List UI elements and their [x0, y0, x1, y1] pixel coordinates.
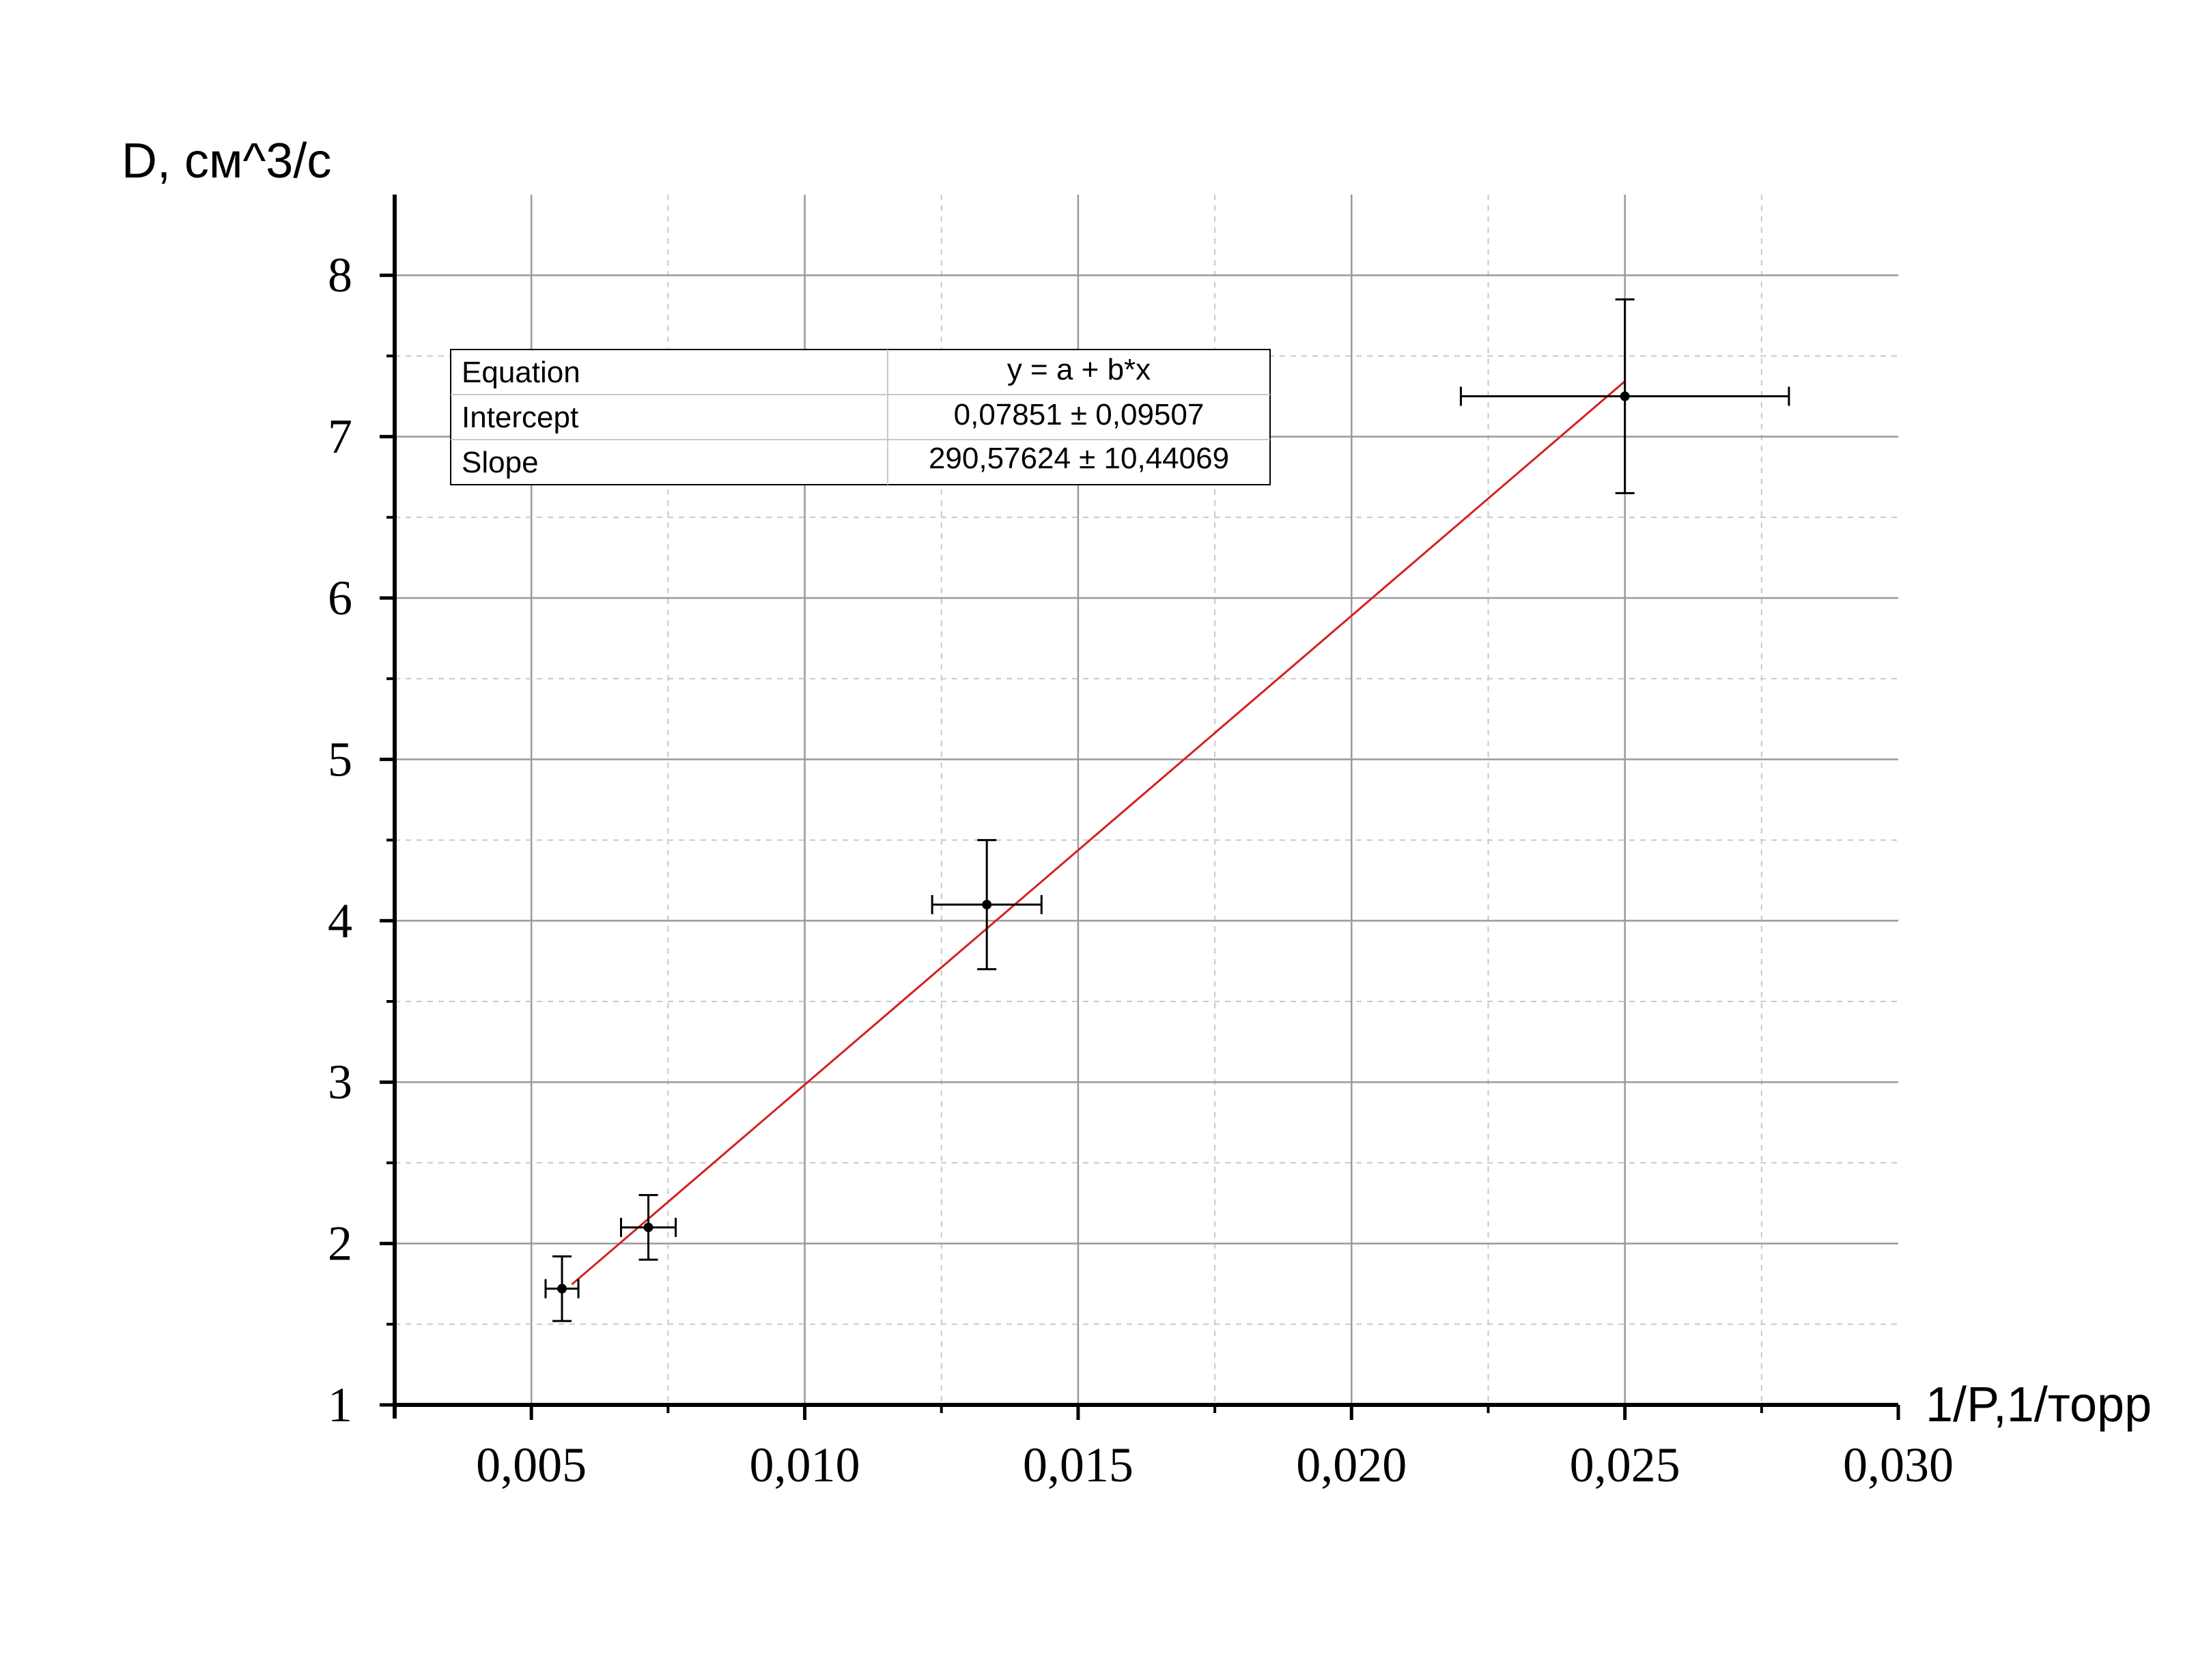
x-tick-label: 0,020 [1296, 1438, 1407, 1492]
axes: 1 2 3 4 5 6 7 8 0,005 0,010 0,015 0,020 0,025 0,030 [328, 195, 1954, 1492]
fit-table-value-equation: y = a + b*x [1007, 353, 1151, 386]
y-tick-label: 2 [328, 1216, 352, 1271]
data-point-group [544, 1255, 580, 1322]
fit-results-table: Equation y = a + b*x Intercept 0,07851 ±… [450, 349, 1271, 485]
y-tick-label: 4 [328, 894, 352, 948]
y-tick-label: 7 [328, 410, 352, 464]
fit-table-border [450, 349, 1271, 485]
data-point [557, 1283, 567, 1294]
data-point [982, 900, 992, 910]
data-point-group [620, 1194, 677, 1261]
y-tick-label: 5 [328, 732, 352, 786]
x-tick-label: 0,015 [1023, 1438, 1134, 1492]
data-point [643, 1222, 653, 1232]
data-point-group [931, 839, 1043, 971]
x-tick-label: 0,010 [750, 1438, 860, 1492]
data-point-group [1459, 298, 1790, 494]
fit-table-label-intercept: Intercept [462, 401, 578, 434]
y-tick-label: 1 [328, 1378, 352, 1432]
y-tick-label: 3 [328, 1055, 352, 1109]
fit-layer [571, 380, 1626, 1285]
y-tick-label: 6 [328, 571, 352, 625]
x-tick-label: 0,030 [1843, 1438, 1954, 1492]
fit-line [571, 380, 1626, 1285]
fit-table-label-equation: Equation [462, 356, 580, 389]
y-axis-title: D, см^3/с [122, 134, 331, 188]
grid [395, 195, 1898, 1405]
fit-table-label-slope: Slope [462, 446, 539, 479]
y-tick-label: 8 [328, 248, 352, 302]
fit-table-value-intercept: 0,07851 ± 0,09507 [954, 398, 1205, 431]
data-point [1620, 391, 1630, 401]
x-tick-label: 0,005 [476, 1438, 587, 1492]
data-points [544, 298, 1790, 1322]
fit-table-value-slope: 290,57624 ± 10,44069 [929, 442, 1229, 475]
x-tick-label: 0,025 [1570, 1438, 1680, 1492]
x-axis-title: 1/P,1/торр [1926, 1378, 2152, 1432]
